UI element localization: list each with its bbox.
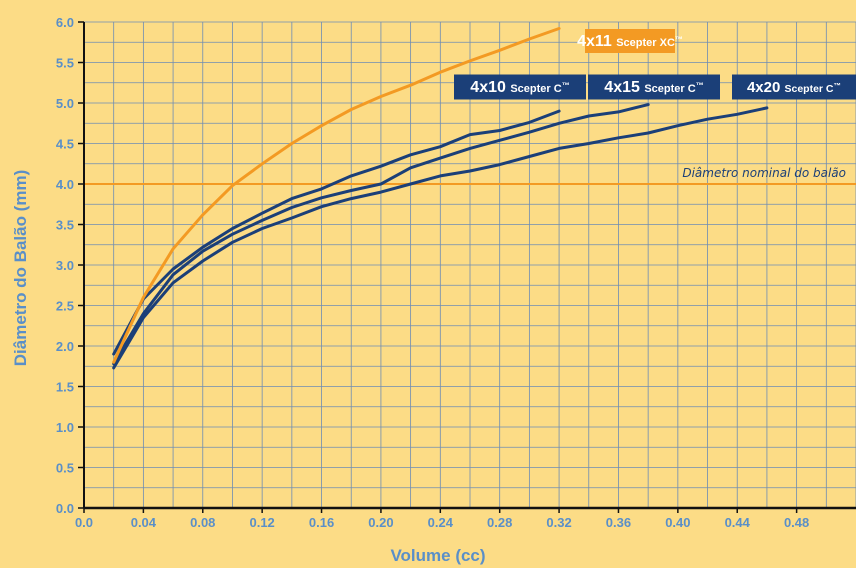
y-tick-label: 4.0 (56, 177, 74, 192)
series-label-text: 4x15 Scepter C™ (604, 79, 703, 96)
series-line-4x10 (112, 109, 561, 356)
series-label-text: 4x10 Scepter C™ (470, 79, 569, 96)
x-tick-label: 0.0 (75, 515, 93, 530)
series-label-box (585, 29, 675, 53)
series-line-4x20 (112, 106, 769, 370)
series-label-text: 4x11 Scepter XC™ (577, 33, 683, 50)
x-tick-labels: 0.0 0.04 0.08 0.12 0.16 0.20 0.24 0.28 0.32 0.36 0… (75, 515, 809, 530)
series-label-box (732, 74, 856, 100)
series-label-box (588, 74, 720, 100)
x-tick-label: 0.40 (665, 515, 690, 530)
y-tick-label: 2.5 (56, 299, 74, 314)
y-tick-label: 6.0 (56, 15, 74, 30)
x-tick-label: 0.32 (546, 515, 571, 530)
x-axis-title: Volume (cc) (390, 546, 485, 565)
x-tick-label: 0.36 (606, 515, 631, 530)
y-tick-label: 3.5 (56, 218, 74, 233)
series-line-4x11 (112, 27, 561, 364)
x-tick-label: 0.24 (428, 515, 454, 530)
series-label-text: 4x20 Scepter C™ (747, 79, 841, 96)
x-tick-label: 0.20 (368, 515, 393, 530)
grid (84, 21, 856, 508)
y-tick-label: 1.0 (56, 420, 74, 435)
y-axis-title: Diâmetro do Balão (mm) (11, 170, 30, 366)
y-tick-label: 2.0 (56, 339, 74, 354)
x-tick-label: 0.12 (249, 515, 274, 530)
x-tick-label: 0.08 (190, 515, 215, 530)
x-tick-label: 0.28 (487, 515, 512, 530)
y-tick-label: 0.0 (56, 501, 74, 516)
y-tick-labels: 0.0 0.5 1.0 1.5 2.0 2.5 3.0 3.5 4.0 4.5 5.0 5.5 6.0 (56, 15, 74, 516)
series-labels: 4x11 Scepter XC™ 4x10 Scepter C™ 4x15 Scep… (454, 29, 856, 100)
series-line-4x15 (112, 103, 650, 366)
y-tick-label: 5.0 (56, 96, 74, 111)
axes (78, 21, 856, 513)
reference-line-group: Diâmetro nominal do balão (84, 166, 856, 185)
y-tick-label: 0.5 (56, 461, 74, 476)
series-lines (112, 27, 769, 370)
reference-line-label: Diâmetro nominal do balão (682, 166, 846, 180)
x-tick-label: 0.04 (131, 515, 157, 530)
x-tick-label: 0.48 (784, 515, 809, 530)
y-tick-label: 5.5 (56, 56, 74, 71)
series-label-box (454, 74, 586, 100)
x-tick-label: 0.16 (309, 515, 334, 530)
y-tick-label: 1.5 (56, 380, 74, 395)
y-tick-label: 3.0 (56, 258, 74, 273)
y-tick-label: 4.5 (56, 137, 74, 152)
x-tick-label: 0.44 (725, 515, 751, 530)
